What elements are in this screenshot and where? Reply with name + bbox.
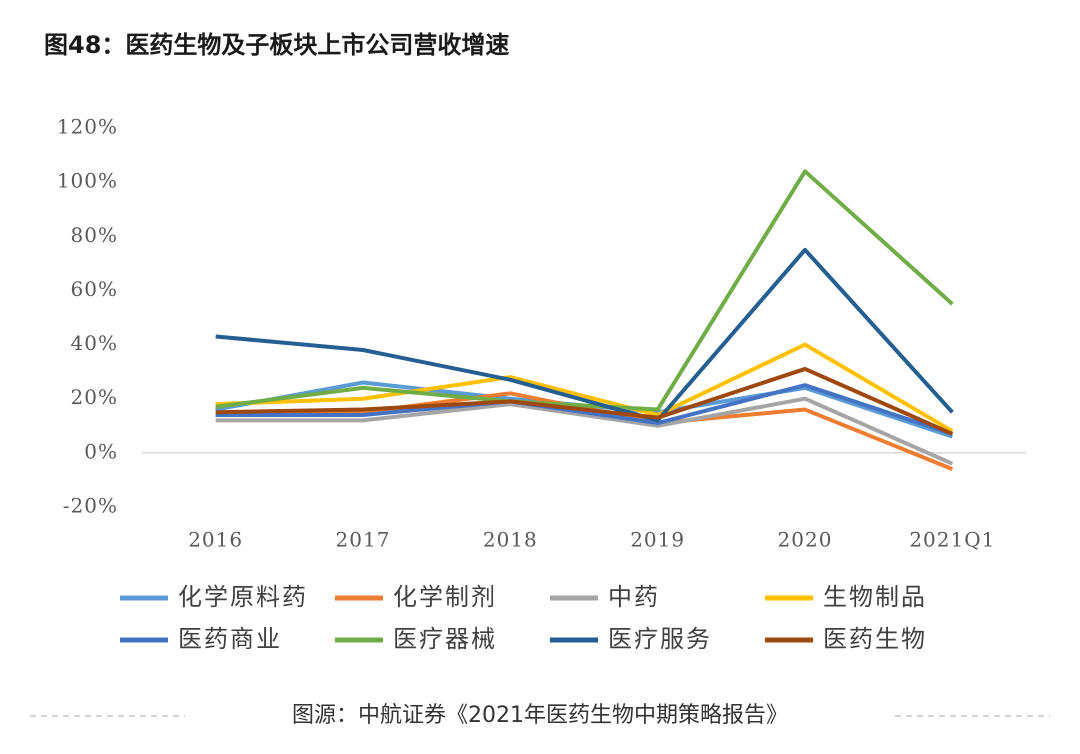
x-tick-label: 2019 — [630, 528, 685, 552]
y-tick-label: -20% — [63, 494, 118, 518]
y-tick-label: 120% — [57, 115, 118, 139]
y-tick-label: 0% — [84, 439, 118, 463]
legend-label: 医疗服务 — [608, 625, 712, 653]
y-tick-label: 80% — [71, 223, 118, 247]
legend-label: 中药 — [608, 583, 660, 611]
legend-label: 医药商业 — [178, 625, 282, 653]
y-tick-label: 40% — [71, 331, 118, 355]
series-line — [215, 366, 954, 436]
chart-title: 图48：医药生物及子板块上市公司营收增速 — [44, 31, 509, 59]
x-tick-label: 2021Q1 — [909, 528, 995, 552]
legend-label: 医药生物 — [823, 625, 927, 653]
x-tick-label: 2016 — [188, 528, 243, 552]
series-line — [215, 342, 954, 433]
y-tick-label: 20% — [71, 385, 118, 409]
legend-label: 化学原料药 — [178, 583, 308, 611]
x-tick-label: 2018 — [483, 528, 538, 552]
legend-label: 化学制剂 — [393, 583, 497, 611]
source: 图源：中航证券《2021年医药生物中期策略报告》 — [292, 703, 788, 728]
legend-label: 医疗器械 — [393, 625, 497, 653]
series-line — [215, 396, 954, 466]
series-line — [215, 383, 953, 436]
y-tick-label: 60% — [71, 277, 118, 301]
x-tick-label: 2017 — [336, 528, 391, 552]
series-line — [215, 247, 954, 423]
x-tick-label: 2020 — [778, 528, 833, 552]
series-line — [215, 169, 954, 412]
y-tick-label: 100% — [57, 169, 118, 193]
legend-label: 生物制品 — [823, 583, 927, 611]
